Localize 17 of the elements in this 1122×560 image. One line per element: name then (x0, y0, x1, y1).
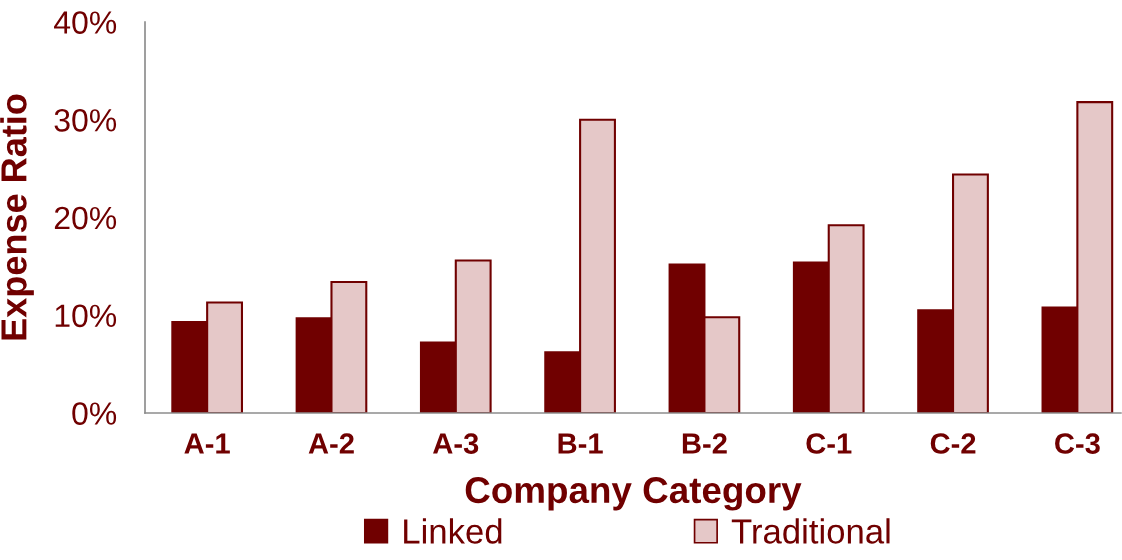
x-tick-label: C-1 (806, 433, 852, 454)
x-tick-label: C-3 (1055, 433, 1100, 454)
x-tick-label: A-1 (184, 433, 230, 454)
x-tick-label: C-2 (930, 433, 976, 454)
y-tick-label: 0% (72, 402, 117, 425)
x-tick-label: B-1 (558, 433, 603, 454)
legend-label: Linked (404, 518, 502, 544)
x-axis-title: Company Category (465, 477, 802, 511)
legend-label: Traditional (731, 518, 890, 544)
x-tick-label: A-3 (433, 433, 479, 454)
y-tick-label: 30% (54, 109, 117, 132)
x-tick-label: A-2 (308, 433, 354, 454)
y-tick-label: 10% (55, 304, 117, 328)
y-tick-label: 20% (54, 206, 117, 230)
x-tick-label: B-2 (682, 433, 727, 454)
y-tick-label: 40% (54, 11, 117, 34)
y-axis-title: Expense Ratio (0, 94, 34, 340)
